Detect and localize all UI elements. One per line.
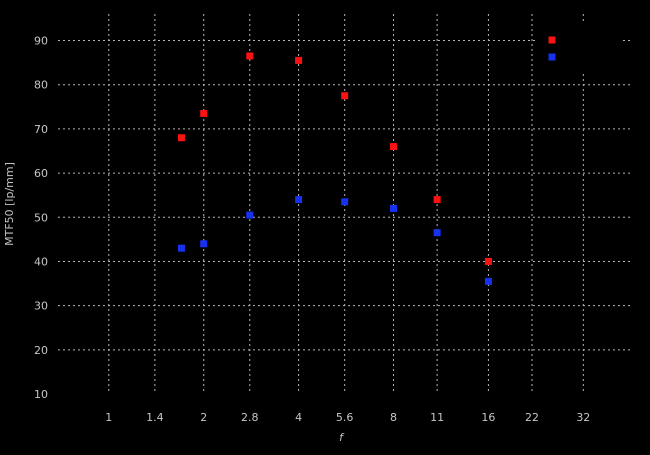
data-point-blue-series bbox=[295, 196, 303, 204]
y-tick-label: 40 bbox=[34, 255, 48, 268]
data-point-red-series bbox=[246, 52, 254, 60]
x-tick-label: 11 bbox=[430, 411, 444, 424]
x-tick-label: 2 bbox=[200, 411, 207, 424]
x-tick-label: 32 bbox=[576, 411, 590, 424]
data-point-red-series bbox=[177, 134, 185, 142]
data-point-red-series bbox=[484, 257, 492, 265]
data-point-blue-series bbox=[177, 244, 185, 252]
data-point-blue-series bbox=[433, 229, 441, 237]
legend-box bbox=[536, 22, 622, 72]
legend-marker-blue-series bbox=[548, 53, 556, 61]
data-point-blue-series bbox=[246, 211, 254, 219]
y-tick-label: 60 bbox=[34, 167, 48, 180]
y-tick-label: 50 bbox=[34, 211, 48, 224]
legend-marker-red-series bbox=[548, 36, 556, 44]
x-axis-label: f bbox=[339, 431, 345, 444]
x-tick-label: 5.6 bbox=[336, 411, 354, 424]
data-point-blue-series bbox=[200, 240, 208, 248]
data-point-blue-series bbox=[341, 198, 349, 206]
x-tick-label: 22 bbox=[525, 411, 539, 424]
data-point-blue-series bbox=[484, 277, 492, 285]
gridlines bbox=[58, 14, 630, 394]
data-point-blue-series bbox=[390, 204, 398, 212]
data-point-red-series bbox=[390, 143, 398, 151]
data-point-red-series bbox=[433, 196, 441, 204]
y-tick-label: 70 bbox=[34, 123, 48, 136]
x-tick-label: 4 bbox=[295, 411, 302, 424]
y-tick-label: 20 bbox=[34, 344, 48, 357]
tick-labels: 1 1.4 2 2.8 4 5.6 8 11 16 22 32 10 20 30 40 50 60 70 80 90 bbox=[34, 35, 590, 424]
data-point-red-series bbox=[200, 109, 208, 117]
y-tick-label: 30 bbox=[34, 300, 48, 313]
data-point-red-series bbox=[295, 56, 303, 64]
x-tick-label: 2.8 bbox=[241, 411, 259, 424]
y-axis-label: MTF50 [lp/mm] bbox=[3, 162, 16, 246]
x-tick-label: 1.4 bbox=[146, 411, 164, 424]
legend bbox=[536, 22, 622, 72]
data-point-red-series bbox=[341, 92, 349, 100]
x-tick-label: 1 bbox=[105, 411, 112, 424]
y-tick-label: 10 bbox=[34, 388, 48, 401]
y-tick-label: 80 bbox=[34, 79, 48, 92]
x-tick-label: 8 bbox=[390, 411, 397, 424]
y-tick-label: 90 bbox=[34, 35, 48, 48]
x-tick-label: 16 bbox=[481, 411, 495, 424]
data-points bbox=[177, 52, 492, 285]
